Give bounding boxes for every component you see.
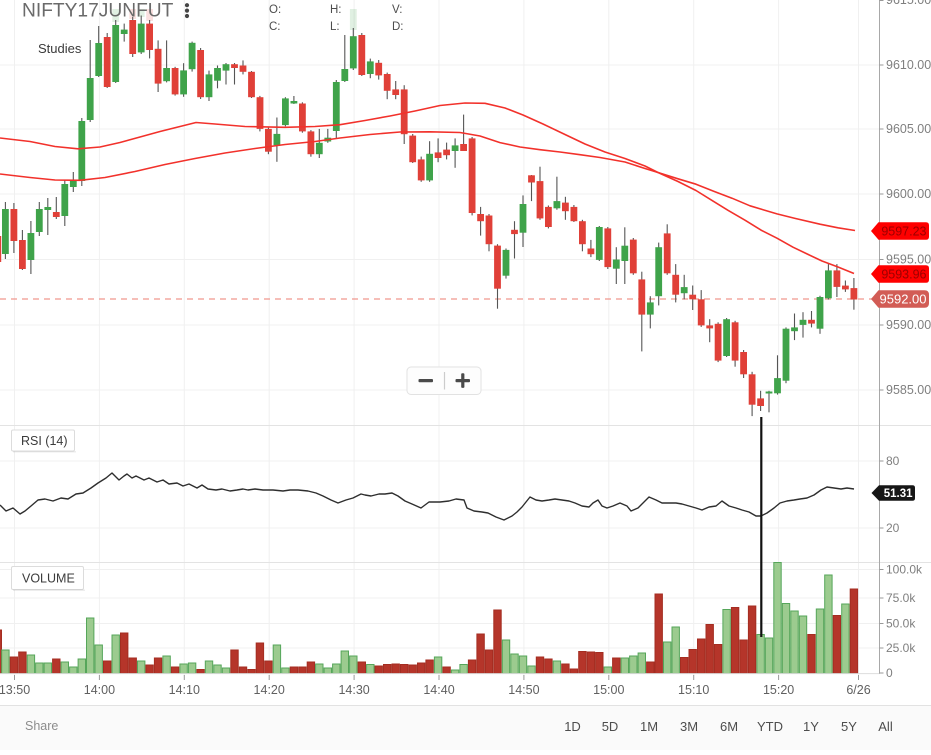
svg-text:Share: Share [25, 719, 58, 733]
svg-text:9605.00: 9605.00 [886, 122, 931, 136]
svg-text:15:00: 15:00 [593, 683, 624, 697]
svg-text:9595.00: 9595.00 [886, 253, 931, 267]
svg-text:Studies: Studies [38, 41, 82, 56]
svg-text:D:: D: [392, 21, 404, 33]
svg-text:20: 20 [886, 521, 900, 535]
svg-text:9593.96: 9593.96 [881, 267, 926, 281]
svg-text:1M: 1M [640, 719, 658, 734]
svg-text:13:50: 13:50 [0, 683, 30, 697]
svg-text:14:40: 14:40 [423, 683, 454, 697]
svg-text:9585.00: 9585.00 [886, 383, 931, 397]
svg-text:15:10: 15:10 [678, 683, 709, 697]
svg-text:9597.23: 9597.23 [881, 224, 926, 238]
svg-text:80: 80 [886, 454, 900, 468]
svg-text:YTD: YTD [757, 719, 783, 734]
svg-text:H:: H: [330, 4, 342, 16]
svg-text:9615.00: 9615.00 [886, 0, 931, 7]
svg-text:50.0k: 50.0k [886, 617, 916, 631]
svg-text:9600.00: 9600.00 [886, 187, 931, 201]
svg-text:V:: V: [392, 4, 402, 16]
svg-text:25.0k: 25.0k [886, 641, 916, 655]
svg-text:9592.00: 9592.00 [880, 292, 927, 307]
svg-text:14:10: 14:10 [169, 683, 200, 697]
svg-text:O:: O: [269, 4, 281, 16]
svg-text:9610.00: 9610.00 [886, 58, 931, 72]
svg-text:6M: 6M [720, 719, 738, 734]
svg-text:NIFTY17JUNFUT: NIFTY17JUNFUT [22, 0, 174, 21]
svg-text:75.0k: 75.0k [886, 591, 916, 605]
svg-text:RSI (14): RSI (14) [21, 434, 68, 448]
svg-text:1Y: 1Y [803, 719, 819, 734]
svg-text:15:20: 15:20 [763, 683, 794, 697]
svg-text:0: 0 [886, 666, 893, 680]
svg-text:51.31: 51.31 [884, 488, 913, 500]
svg-text:14:30: 14:30 [338, 683, 369, 697]
svg-text:14:50: 14:50 [508, 683, 539, 697]
svg-text:VOLUME: VOLUME [22, 572, 75, 586]
svg-text:C:: C: [269, 21, 281, 33]
svg-text:5Y: 5Y [841, 719, 857, 734]
svg-text:6/26: 6/26 [846, 683, 870, 697]
svg-text:All: All [878, 719, 893, 734]
svg-text:1D: 1D [564, 719, 581, 734]
svg-text:L:: L: [330, 21, 340, 33]
svg-text:3M: 3M [680, 719, 698, 734]
svg-text:14:20: 14:20 [254, 683, 285, 697]
svg-text:14:00: 14:00 [84, 683, 115, 697]
svg-text:5D: 5D [602, 719, 619, 734]
svg-text:100.0k: 100.0k [886, 563, 923, 577]
svg-text:9590.00: 9590.00 [886, 318, 931, 332]
